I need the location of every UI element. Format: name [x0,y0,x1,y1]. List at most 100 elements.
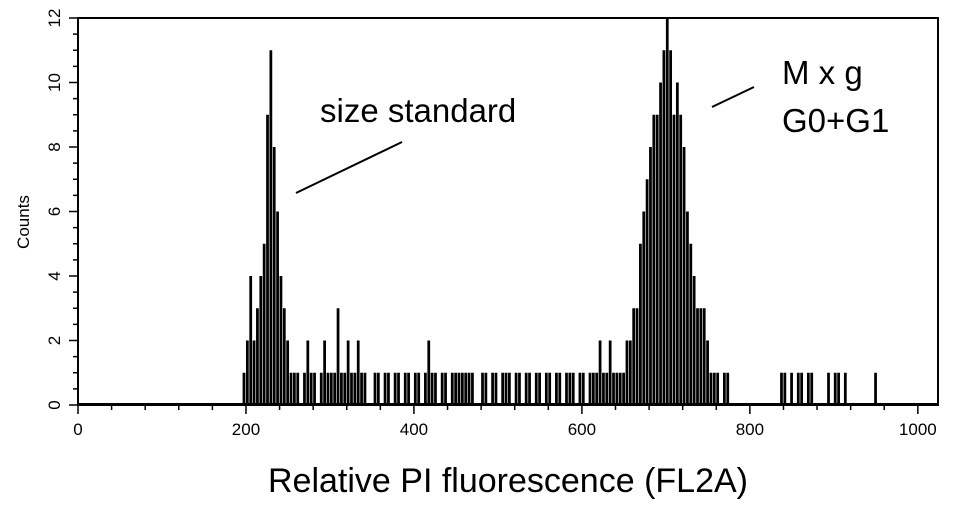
histogram-bars [78,18,938,405]
histogram-bar [672,114,676,405]
histogram-bar [286,340,290,405]
histogram-bar [383,372,387,405]
annotation-peak-pointer [711,86,755,108]
histogram-bar [548,372,552,405]
histogram-bar [555,372,558,405]
histogram-bar [262,243,266,405]
x-tick-label: 400 [400,420,428,439]
y-tick-label: 10 [45,73,64,92]
histogram-bar [716,372,720,405]
histogram-bar [649,147,652,405]
histogram-bar [558,372,562,405]
histogram-bar [329,372,333,405]
histogram-bar [491,372,494,405]
y-axis-ticks: 0 2 4 6 8 10 12 [45,9,78,410]
histogram-bar [810,372,814,405]
histogram-bar [504,372,508,405]
histogram-bar [665,18,669,405]
histogram-bar [289,372,293,405]
y-axis-title: Counts [14,195,33,249]
histogram-bar [645,179,649,405]
histogram-bar [602,372,605,405]
histogram-bar [397,372,400,405]
histogram-bar [340,372,343,405]
histogram-bar [296,372,300,405]
histogram-bar [393,372,397,405]
histogram-bar [612,372,615,405]
histogram-bar [696,308,699,405]
histogram-bar [413,372,417,405]
histogram-bar [424,372,427,405]
histogram-bar [403,372,407,405]
histogram-bar [632,308,636,405]
histogram-bar [595,372,599,405]
histogram-bar [689,243,693,405]
histogram-bar [256,308,259,405]
histogram-bar [313,372,316,405]
histogram-bar [581,372,585,405]
histogram-bar [723,372,726,405]
histogram-bar [618,372,622,405]
x-tick-label: 800 [736,420,764,439]
histogram-bar [712,372,716,405]
histogram-bar [501,372,505,405]
histogram-bar [242,372,246,405]
histogram-bar [464,372,468,405]
histogram-bar [252,340,256,405]
histogram-bar [336,308,340,405]
histogram-bar [635,308,639,405]
histogram-bar [518,372,521,405]
x-tick-label: 600 [568,420,596,439]
histogram-bar [571,372,575,405]
histogram-bar [833,372,837,405]
histogram-bar [534,372,538,405]
annotation-cell-type: M x g [782,54,863,91]
histogram-bar [350,372,353,405]
histogram-bar [806,372,810,405]
histogram-bar [279,276,283,405]
histogram-bar [669,50,673,405]
histogram-bar [333,372,337,405]
histogram-bar [427,340,431,405]
x-tick-label: 200 [232,420,260,439]
annotation-size-standard: size standard [320,92,516,129]
histogram-bar [376,372,380,405]
y-tick-label: 2 [45,336,64,345]
histogram-bar [615,372,619,405]
histogram-bar [245,340,249,405]
histogram-bar [538,372,541,405]
histogram-bar [524,372,528,405]
annotation-size-standard-pointer [295,141,403,194]
histogram-bar [682,147,686,405]
histogram-bar [417,372,421,405]
histogram-bar [346,340,350,405]
histogram-bar [686,211,689,405]
histogram-bar [269,50,273,405]
histogram-bar [282,308,286,405]
histogram-bar [319,372,323,405]
histogram-bar [706,340,709,405]
histogram-bar [387,372,390,405]
histogram-bar [625,340,629,405]
histogram-bar [622,372,625,405]
histogram-bar [430,372,434,405]
histogram-bar [578,372,582,405]
histogram-bar [709,372,713,405]
y-tick-label: 0 [45,400,64,409]
y-tick-label: 4 [45,271,64,280]
x-axis-title: Relative PI fluorescence (FL2A) [268,462,748,500]
histogram-bar [642,211,646,405]
histogram-bar [444,372,447,405]
histogram-bar [780,372,783,405]
histogram-bar [662,50,666,405]
histogram-bar [356,340,360,405]
histogram-bar [494,372,498,405]
histogram-bar [481,372,484,405]
annotation-cell-phase: G0+G1 [782,102,889,139]
histogram-bar [293,372,296,405]
histogram-bar [837,372,840,405]
histogram-bar [679,114,683,405]
histogram-bar [353,372,357,405]
histogram-bar [471,372,474,405]
